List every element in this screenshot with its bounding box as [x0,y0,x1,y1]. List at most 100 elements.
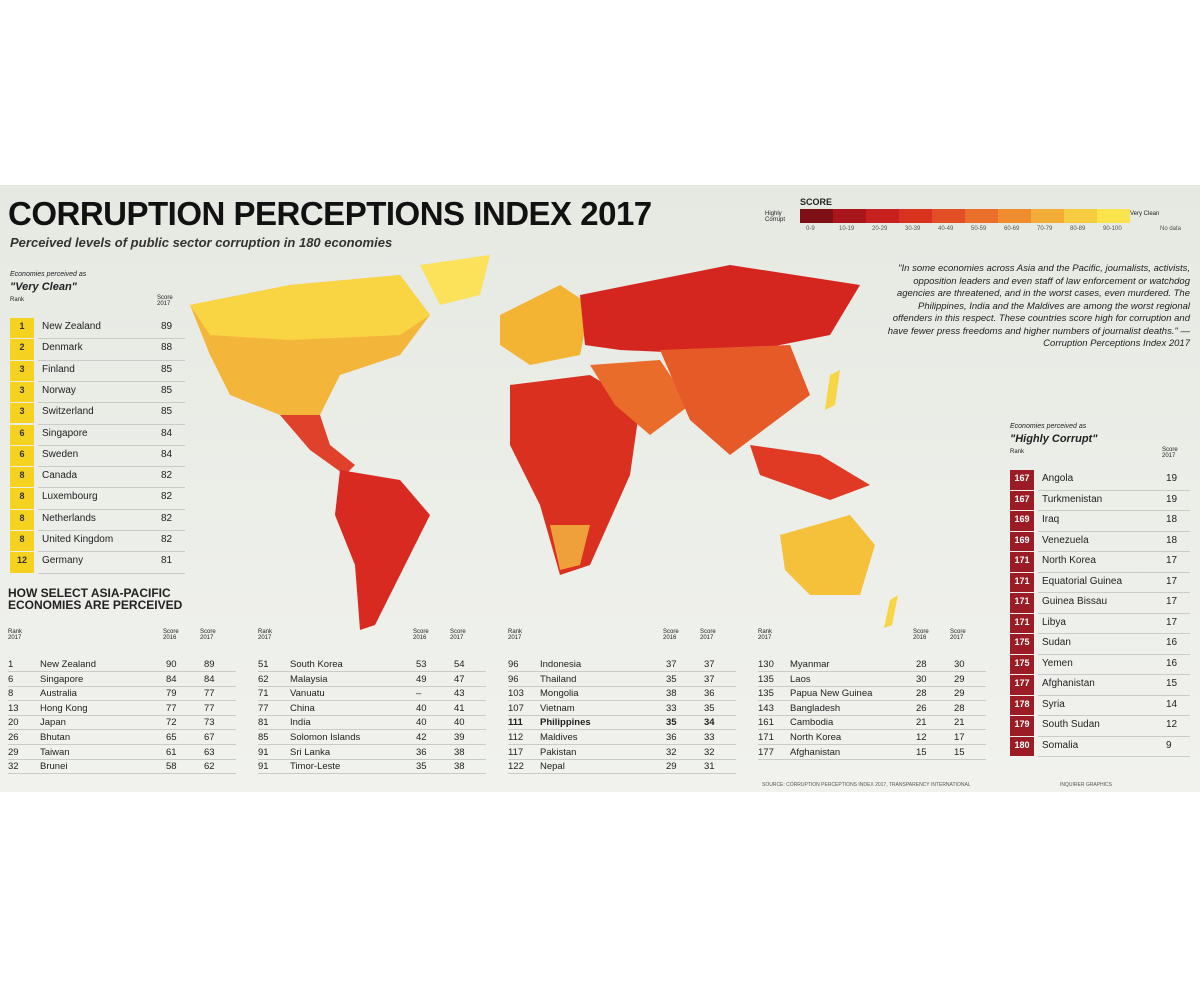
middle-east [590,360,690,435]
score-2017: 73 [204,717,215,729]
quote: "In some economies across Asia and the P… [887,263,1190,349]
score-2017: 39 [454,732,465,743]
row-line [1038,510,1190,511]
rank: 26 [8,732,19,743]
row-line [258,773,486,775]
rank: 13 [8,702,19,714]
score: 9 [1166,739,1172,751]
country: Afghanistan [790,746,841,758]
score: 12 [1166,719,1178,730]
row-line [8,685,236,687]
rank-cell [1010,470,1034,490]
score-2017: 54 [454,659,465,670]
column-header: Rank [1010,449,1025,455]
row-line [1038,694,1190,696]
score-2016: 35 [416,761,427,773]
country: Canada [42,470,78,482]
legend-range: 80-89 [1070,226,1086,232]
rank: 6 [19,448,25,459]
score-2017: 29 [954,688,965,700]
country: Philippines [540,717,591,729]
country: Japan [40,717,66,729]
row-line [8,671,236,672]
legend-range: 70-79 [1037,226,1053,232]
rank: 135 [758,688,774,700]
country: Thailand [540,673,577,685]
rank-cell [10,467,34,488]
score: 16 [1166,657,1178,669]
row-line [758,758,986,760]
country: North Korea [1042,555,1096,566]
country: Bangladesh [790,702,841,714]
country: Angola [1042,473,1074,484]
rank: 20 [8,717,19,729]
column-header: Score 2016 [913,629,929,641]
country: Hong Kong [40,702,88,714]
row-line [38,508,185,510]
score-2016: 40 [416,717,427,729]
row-line [1038,674,1190,675]
country: India [290,717,311,729]
country: Denmark [42,342,83,354]
legend-range: 0-9 [806,226,815,232]
row-line [38,444,185,446]
rank: 122 [508,761,524,773]
score-2017: 38 [454,761,465,773]
row-line [258,685,486,687]
score-2016: 65 [166,732,177,743]
rank: 169 [1014,534,1030,545]
score-2017: 77 [204,702,215,714]
source: SOURCE: CORRUPTION PERCEPTIONS INDEX 201… [762,782,971,788]
row-line [1038,653,1190,655]
score-2016: 12 [916,732,927,743]
rank-cell [1010,613,1034,633]
score-2016: 79 [166,688,177,700]
score-2016: 29 [666,761,677,773]
score-2016: 61 [166,746,177,758]
subtitle: Perceived levels of public sector corrup… [10,235,393,250]
legend-range: 30-39 [905,226,921,232]
legend-no-data: No data [1160,226,1182,232]
row-line [1038,612,1190,614]
score-2017: 84 [204,673,215,685]
rank: 8 [19,491,25,502]
score-2016: 33 [666,702,677,714]
legend-swatch [1097,209,1130,223]
rank: 71 [258,688,269,700]
row-line [38,338,185,340]
legend-swatch [1064,209,1097,223]
score-2016: – [416,688,422,700]
rank: 8 [19,470,25,481]
asia [660,345,810,455]
score-2016: 77 [166,702,177,714]
south-america [335,470,430,630]
country: Papua New Guinea [790,688,873,700]
rank-cell [10,360,34,381]
rank: 177 [758,746,774,758]
rank: 1 [8,659,14,670]
legend-low: Highly Corrupt [765,211,786,223]
score: 19 [1166,473,1178,484]
row-line [1038,735,1190,737]
rank: 171 [758,732,774,743]
table-caption: Economies perceived as [1010,423,1087,430]
country: Cambodia [790,717,834,729]
score-2017: 30 [954,659,965,670]
score-2017: 63 [204,746,215,758]
row-line [508,714,736,716]
rank: 130 [758,659,774,670]
score-2016: 32 [666,746,677,758]
country: Singapore [42,427,88,439]
mexico-central-america [280,415,355,475]
legend-range: 50-59 [971,226,987,232]
rank: 171 [1014,616,1030,627]
legend-swatch [899,209,932,223]
rank-cell [1010,675,1034,695]
row-line [758,685,986,687]
japan [825,370,840,410]
rank: 135 [758,673,774,685]
legend-swatch [833,209,866,223]
row-line [1038,489,1190,491]
score-2017: 37 [704,659,715,670]
rank-cell [10,424,34,445]
